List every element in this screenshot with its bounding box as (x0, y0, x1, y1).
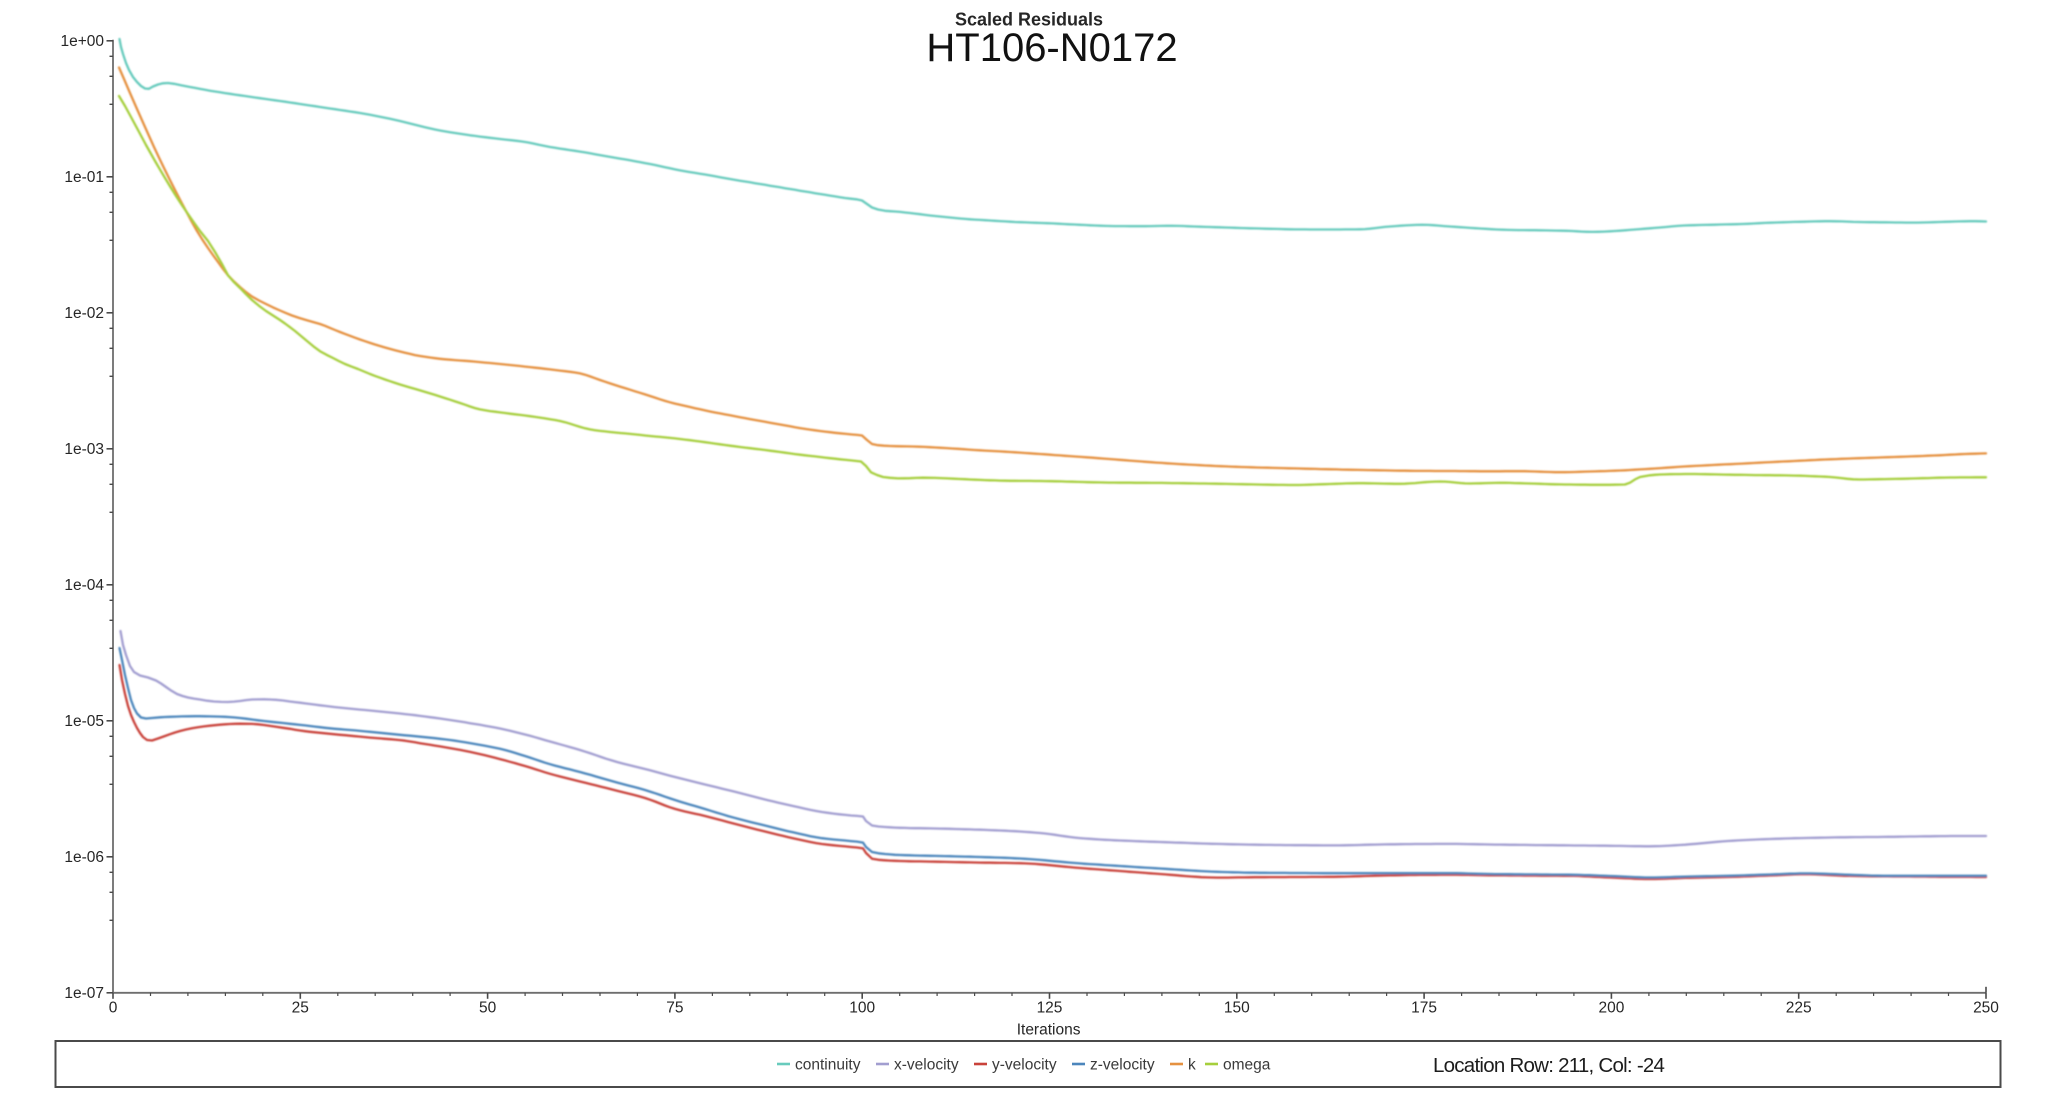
svg-text:y-velocity: y-velocity (992, 1056, 1057, 1073)
svg-text:1e-05: 1e-05 (64, 713, 104, 730)
svg-text:150: 150 (1224, 1000, 1250, 1017)
svg-text:Iterations: Iterations (1017, 1022, 1081, 1039)
svg-text:1e-04: 1e-04 (64, 577, 104, 594)
svg-text:1e-02: 1e-02 (64, 305, 104, 322)
svg-text:1e-01: 1e-01 (64, 169, 104, 186)
svg-text:75: 75 (666, 1000, 683, 1017)
svg-text:225: 225 (1786, 1000, 1812, 1017)
svg-text:1e-03: 1e-03 (64, 441, 104, 458)
svg-text:200: 200 (1598, 1000, 1624, 1017)
svg-text:25: 25 (292, 1000, 309, 1017)
svg-text:omega: omega (1223, 1056, 1271, 1073)
svg-text:125: 125 (1037, 1000, 1063, 1017)
svg-text:1e+00: 1e+00 (60, 33, 104, 50)
svg-text:250: 250 (1973, 1000, 1999, 1017)
svg-text:continuity: continuity (795, 1056, 861, 1073)
svg-text:Scaled Residuals: Scaled Residuals (955, 10, 1103, 30)
svg-text:0: 0 (109, 1000, 118, 1017)
svg-text:175: 175 (1411, 1000, 1437, 1017)
svg-text:HT106-N0172: HT106-N0172 (926, 26, 1177, 70)
svg-text:x-velocity: x-velocity (894, 1056, 959, 1073)
svg-text:k: k (1188, 1056, 1196, 1073)
svg-text:Location Row: 211, Col: -24: Location Row: 211, Col: -24 (1433, 1054, 1665, 1077)
svg-text:1e-06: 1e-06 (64, 849, 104, 866)
svg-text:1e-07: 1e-07 (64, 985, 104, 1002)
svg-text:50: 50 (479, 1000, 497, 1017)
svg-text:100: 100 (849, 1000, 875, 1017)
svg-text:z-velocity: z-velocity (1090, 1056, 1155, 1073)
